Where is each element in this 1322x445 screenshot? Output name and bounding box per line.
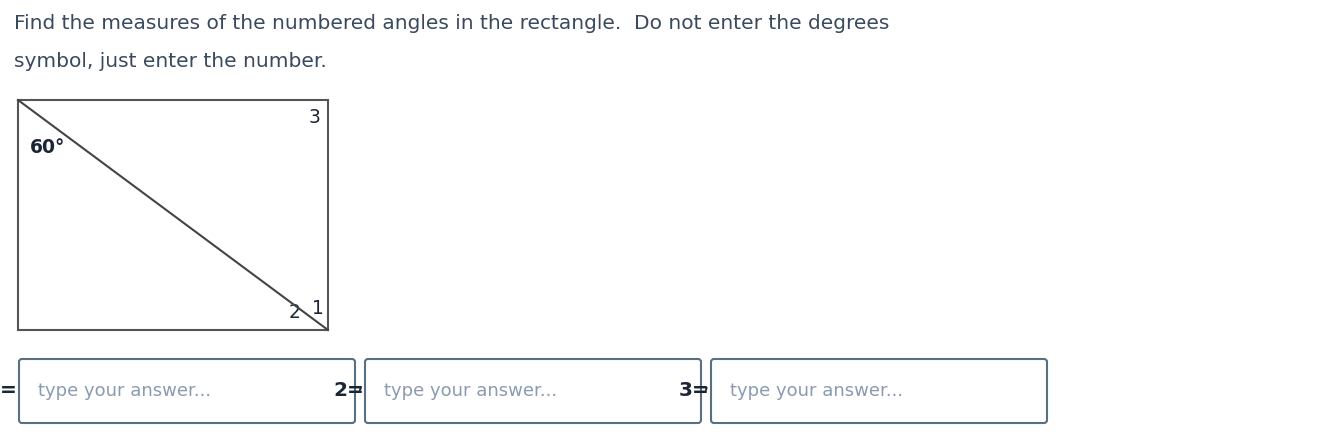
- Text: 3=: 3=: [680, 381, 710, 400]
- Text: 3: 3: [308, 108, 320, 127]
- Text: 2: 2: [288, 303, 300, 322]
- Text: type your answer...: type your answer...: [38, 382, 212, 400]
- Text: Find the measures of the numbered angles in the rectangle.  Do not enter the deg: Find the measures of the numbered angles…: [15, 14, 890, 33]
- Text: ,: ,: [703, 376, 709, 395]
- FancyBboxPatch shape: [19, 359, 356, 423]
- Text: 60°: 60°: [30, 138, 65, 157]
- Text: 1=: 1=: [0, 381, 19, 400]
- Text: type your answer...: type your answer...: [383, 382, 557, 400]
- Bar: [19, 100, 328, 330]
- Text: symbol, just enter the number.: symbol, just enter the number.: [15, 52, 327, 71]
- Text: 1: 1: [312, 299, 324, 318]
- Text: 2=: 2=: [333, 381, 364, 400]
- Text: ,: ,: [357, 376, 364, 395]
- Text: type your answer...: type your answer...: [730, 382, 903, 400]
- FancyBboxPatch shape: [365, 359, 701, 423]
- FancyBboxPatch shape: [711, 359, 1047, 423]
